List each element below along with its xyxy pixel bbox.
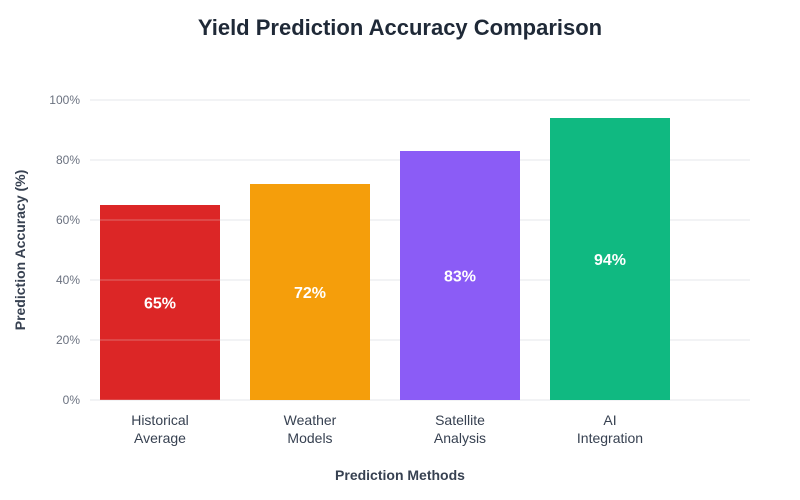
chart-title: Yield Prediction Accuracy Comparison	[198, 15, 602, 40]
x-axis-title: Prediction Methods	[335, 467, 465, 483]
y-tick-label: 60%	[56, 213, 80, 227]
y-tick-label: 40%	[56, 273, 80, 287]
x-axis-categories: Historical Average Weather Models Satellite A…	[131, 412, 643, 446]
y-tick-label: 0%	[63, 393, 81, 407]
y-axis-ticks: 0% 20% 40% 60% 80% 100%	[49, 93, 80, 407]
bar	[550, 118, 670, 400]
bar-value-label: 94%	[594, 252, 626, 269]
y-tick-label: 100%	[49, 93, 80, 107]
y-axis-title: Prediction Accuracy (%)	[12, 170, 28, 331]
bar-value-label: 83%	[444, 269, 476, 286]
x-tick-label: Historical	[131, 412, 189, 428]
x-tick-label: Integration	[577, 430, 643, 446]
bar	[400, 151, 520, 400]
bar-value-label: 72%	[294, 285, 326, 302]
bars: 65% 72% 83% 94%	[90, 99, 750, 401]
bar-value-label: 65%	[144, 296, 176, 313]
x-tick-label: Satellite	[435, 412, 485, 428]
x-tick-label: Models	[287, 430, 332, 446]
x-tick-label: AI	[603, 412, 616, 428]
x-tick-label: Analysis	[434, 430, 486, 446]
bar	[100, 205, 220, 400]
x-tick-label: Weather	[284, 412, 337, 428]
y-tick-label: 80%	[56, 153, 80, 167]
x-tick-label: Average	[134, 430, 186, 446]
y-tick-label: 20%	[56, 333, 80, 347]
bar	[250, 184, 370, 400]
